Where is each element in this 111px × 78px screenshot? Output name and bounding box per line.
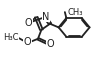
Text: O: O [24, 37, 31, 47]
Text: O: O [25, 18, 32, 28]
Text: CH₃: CH₃ [67, 8, 82, 17]
Text: N: N [42, 12, 49, 22]
Text: H₃C: H₃C [3, 33, 18, 42]
Text: O: O [47, 39, 54, 49]
